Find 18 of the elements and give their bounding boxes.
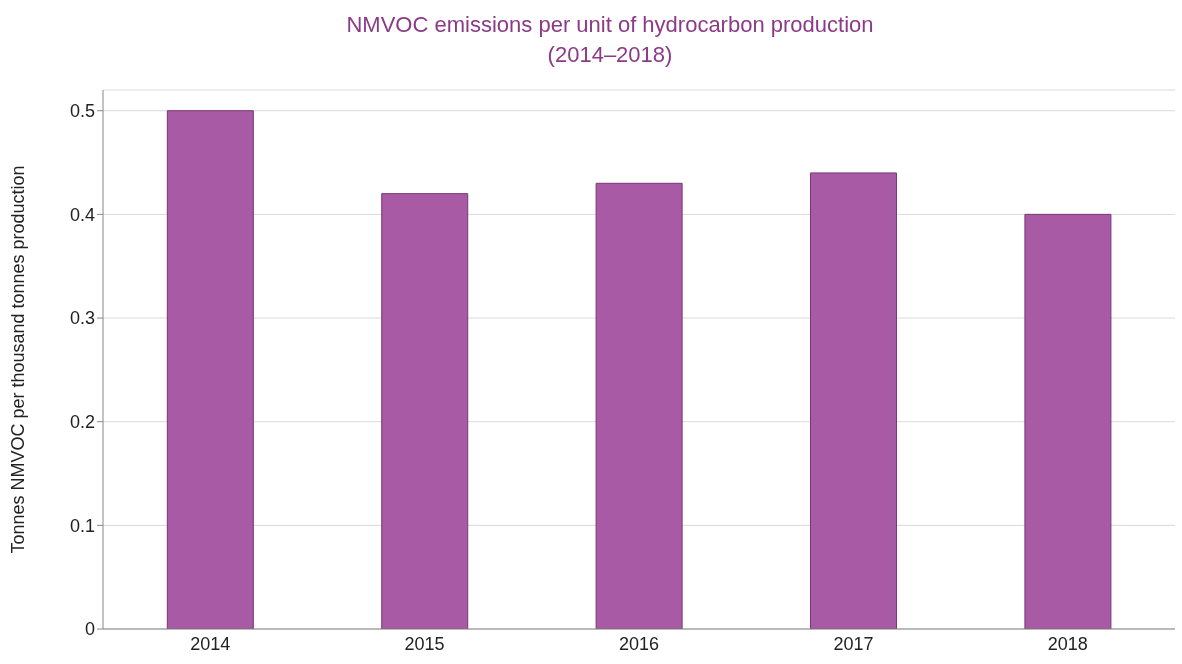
x-tick-label: 2016 (618, 633, 660, 654)
x-tick-label: 2017 (833, 633, 874, 654)
bar (1024, 213, 1112, 629)
bar (595, 182, 683, 629)
x-tick-label: 2014 (190, 633, 231, 654)
y-tick-label: 0 (84, 619, 95, 640)
bar (810, 172, 898, 629)
y-tick-label: 0.5 (69, 101, 95, 122)
y-tick-label: 0.4 (69, 204, 95, 225)
y-axis-title: Tonnes NMVOC per thousand tonnes production (8, 165, 29, 554)
bar (381, 193, 469, 629)
x-tick-label: 2018 (1047, 633, 1088, 654)
bar (166, 110, 254, 629)
chart-title: NMVOC emissions per unit of hydrocarbon production (2014–2018) (345, 11, 875, 69)
y-tick-label: 0.2 (69, 412, 95, 433)
y-tick-label: 0.1 (69, 515, 95, 536)
y-tick-label: 0.3 (69, 308, 95, 329)
x-tick-label: 2015 (404, 633, 445, 654)
